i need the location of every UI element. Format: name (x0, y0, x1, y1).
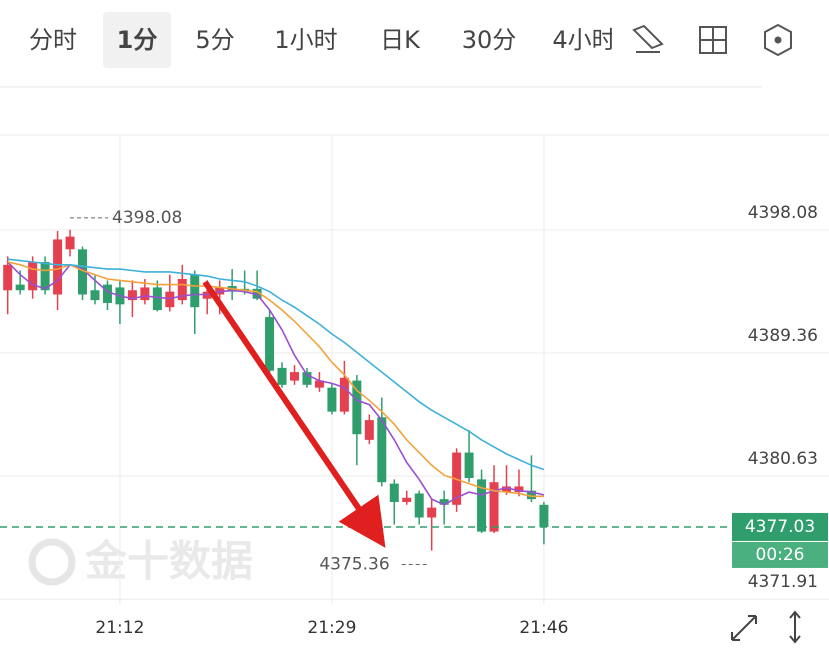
countdown-box (732, 541, 828, 568)
candle-body (526, 490, 536, 500)
candle-body (40, 262, 50, 291)
tab-bar: 分时 1分 5分 1小时 日K 30分 4小时 (29, 26, 615, 54)
candle-body (3, 264, 13, 291)
candle-body (477, 479, 487, 532)
candle-body (377, 417, 387, 483)
candle-body (15, 284, 25, 291)
scale-icon[interactable] (789, 610, 801, 644)
draw-tool-icon[interactable] (632, 24, 664, 53)
plot: 4398.08 4389.36 4380.63 4371.91 21:12 21:29 21… (0, 135, 829, 638)
tab[interactable]: 1分 (117, 26, 158, 54)
candle-body (402, 497, 412, 502)
candle-body (427, 507, 437, 518)
active-tab-bg (103, 12, 171, 68)
zoom-icon[interactable] (731, 615, 757, 641)
x-tick-label: 21:12 (95, 618, 144, 638)
last-price-box (732, 512, 828, 541)
candle-body (439, 499, 449, 505)
candle-body (389, 483, 399, 502)
tab[interactable]: 日K (380, 26, 421, 54)
moving-average (7, 261, 545, 506)
watermark: 金十数据 (28, 537, 253, 586)
tab[interactable]: 5分 (195, 26, 234, 54)
candle-body (339, 377, 349, 412)
moving-average (7, 261, 544, 498)
candle-body (352, 380, 362, 435)
candle-body (327, 387, 337, 412)
min-marker-label: 4375.36 (319, 555, 389, 575)
grid-icon[interactable] (699, 26, 727, 54)
candle-body (302, 372, 312, 385)
candle-body (314, 380, 324, 388)
candle-body (102, 284, 112, 303)
y-tick-label: 4398.08 (748, 203, 818, 223)
candle-body (489, 482, 499, 532)
y-tick-label: 4380.63 (748, 449, 818, 469)
tab[interactable]: 1小时 (274, 26, 337, 54)
candle-body (127, 290, 137, 301)
candle-body (152, 287, 162, 311)
max-marker-label: 4398.08 (112, 208, 182, 228)
candle-body (277, 367, 287, 385)
candle-body (78, 249, 88, 295)
settings-icon[interactable] (764, 23, 792, 57)
candle-body (265, 317, 275, 371)
x-tick-label: 21:46 (519, 618, 568, 638)
candle-body (90, 290, 100, 301)
candle-body (140, 287, 150, 301)
tab[interactable]: 30分 (462, 26, 517, 54)
tab[interactable]: 分时 (29, 26, 77, 54)
tab[interactable]: 4小时 (552, 26, 615, 54)
trend-arrow (202, 280, 386, 548)
candle-body (539, 504, 549, 527)
y-tick-label: 4389.36 (748, 326, 818, 346)
candle-body (514, 486, 524, 493)
watermark-text: 金十数据 (84, 537, 253, 586)
candle-body (290, 372, 300, 381)
countdown: 00:26 (756, 545, 805, 565)
candle-body (414, 493, 424, 518)
candle-body (502, 486, 511, 493)
candle-body (28, 262, 38, 291)
x-tick-label: 21:29 (307, 618, 356, 638)
candle-body (190, 274, 200, 308)
y-tick-label: 4371.91 (748, 572, 818, 592)
candle-body (364, 420, 374, 440)
candle-body (65, 236, 75, 250)
candle-body (53, 239, 63, 295)
candle-body (464, 452, 474, 478)
candle-body (177, 278, 187, 301)
moving-average (7, 258, 545, 471)
last-price-label: 4377.03 (745, 517, 815, 537)
